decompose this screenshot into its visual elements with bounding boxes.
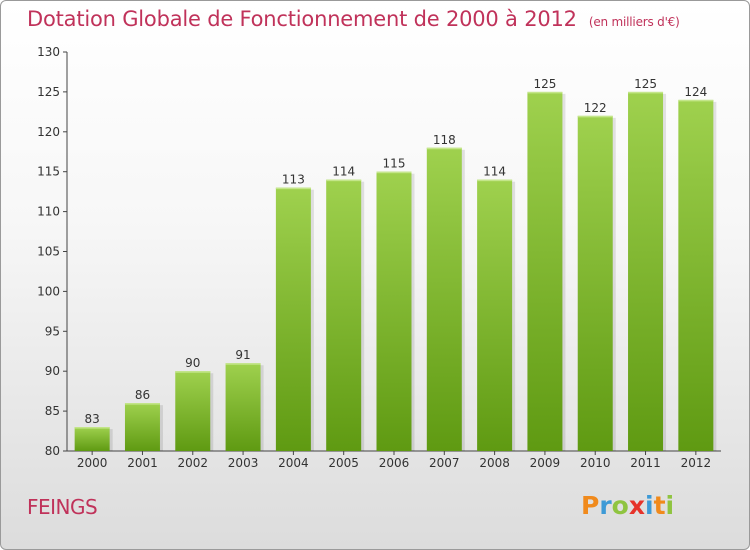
chart-title-text: Dotation Globale de Fonctionnement de 20…	[27, 7, 577, 31]
bar-2006	[376, 171, 412, 451]
bar-highlight	[426, 147, 462, 150]
bar-highlight	[628, 91, 664, 94]
value-label-2009: 125	[533, 77, 556, 91]
logo-letter: o	[611, 491, 629, 520]
proxiti-logo: Proxiti	[581, 491, 674, 520]
bar-2001	[124, 403, 160, 451]
x-tick-label-2000: 2000	[77, 456, 108, 470]
x-tick-label-2012: 2012	[681, 456, 712, 470]
y-tick-label: 100	[37, 284, 60, 298]
bar-2008	[477, 179, 513, 451]
y-tick-label: 105	[37, 245, 60, 259]
bar-highlight	[577, 115, 613, 118]
x-tick-label-2007: 2007	[429, 456, 460, 470]
logo-letter: r	[599, 491, 612, 520]
bar-highlight	[477, 179, 513, 182]
value-label-2006: 115	[383, 157, 406, 171]
bar-highlight	[376, 171, 412, 174]
x-tick-label-2001: 2001	[127, 456, 158, 470]
bar-highlight	[275, 187, 311, 190]
unit-note: (en milliers d'€)	[588, 15, 680, 29]
y-tick-label: 130	[37, 45, 60, 59]
bar-highlight	[124, 403, 160, 405]
x-tick-label-2010: 2010	[580, 456, 611, 470]
value-label-2010: 122	[584, 101, 607, 115]
value-label-2001: 86	[135, 388, 150, 402]
bar-2003	[225, 363, 261, 451]
y-tick-label: 80	[45, 444, 60, 458]
bar-2012	[678, 99, 714, 451]
value-label-2003: 91	[235, 348, 250, 362]
x-tick-label-2006: 2006	[379, 456, 410, 470]
x-tick-label-2009: 2009	[530, 456, 561, 470]
bar-highlight	[527, 91, 563, 94]
x-tick-label-2011: 2011	[630, 456, 661, 470]
bars: 83 86 90 91 113 114 115 118 114 125 122 125 124	[74, 77, 717, 452]
y-tick-label: 85	[45, 404, 60, 418]
chart-title: Dotation Globale de Fonctionnement de 20…	[27, 7, 680, 31]
bar-highlight	[175, 371, 211, 373]
value-label-2012: 124	[684, 85, 707, 99]
value-label-2005: 114	[332, 165, 355, 179]
logo-letter: i	[645, 491, 654, 520]
value-label-2007: 118	[433, 133, 456, 147]
commune-name: FEINGS	[27, 495, 98, 519]
axes: 80 85 90 95 100 105 110 115 120 125 130 2000 2001 200…	[37, 45, 721, 470]
y-tick-label: 120	[37, 125, 60, 139]
x-tick-label-2005: 2005	[328, 456, 359, 470]
x-tick-label-2003: 2003	[228, 456, 259, 470]
bar-2002	[175, 371, 211, 451]
bar-2005	[326, 179, 362, 451]
bar-2010	[577, 115, 613, 451]
bar-highlight	[74, 427, 110, 429]
value-label-2011: 125	[634, 77, 657, 91]
bar-2007	[426, 147, 462, 451]
value-label-2002: 90	[185, 356, 200, 370]
y-tick-label: 115	[37, 165, 60, 179]
logo-letter: x	[628, 491, 645, 520]
logo-letter: i	[665, 491, 675, 520]
bar-2011	[628, 91, 664, 452]
bar-highlight	[678, 99, 714, 102]
value-label-2000: 83	[85, 412, 100, 426]
bar-highlight	[225, 363, 261, 365]
bar-highlight	[326, 179, 362, 182]
bar-2000	[74, 427, 110, 451]
value-label-2004: 113	[282, 173, 305, 187]
y-tick-label: 95	[45, 324, 60, 338]
y-tick-label: 90	[45, 364, 60, 378]
bar-2009	[527, 91, 563, 452]
x-tick-label-2008: 2008	[479, 456, 510, 470]
bar-2004	[275, 187, 311, 451]
logo-letter: P	[581, 491, 600, 520]
value-label-2008: 114	[483, 165, 506, 179]
logo-letter: t	[653, 491, 666, 520]
y-tick-label: 125	[37, 85, 60, 99]
x-tick-label-2004: 2004	[278, 456, 309, 470]
y-tick-label: 110	[37, 205, 60, 219]
x-tick-label-2002: 2002	[177, 456, 208, 470]
